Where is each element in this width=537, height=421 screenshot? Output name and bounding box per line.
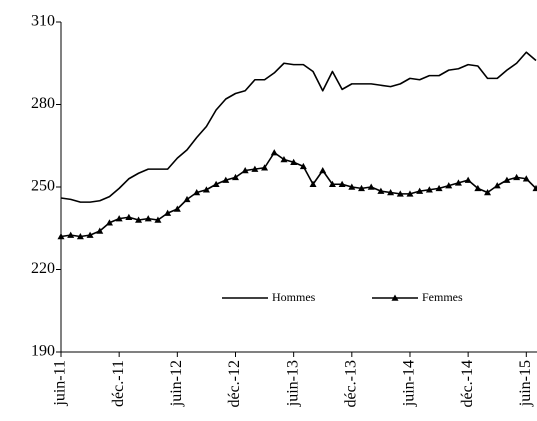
marker — [105, 219, 113, 226]
legend-label: Femmes — [422, 290, 463, 304]
marker — [261, 164, 269, 171]
y-tick-label: 250 — [31, 178, 55, 195]
marker — [222, 176, 230, 183]
x-tick-label: juin-11 — [52, 360, 69, 407]
x-tick-label: juin-12 — [168, 360, 185, 407]
x-tick-label: déc.-13 — [342, 360, 359, 408]
marker — [115, 215, 123, 222]
marker — [125, 213, 133, 221]
marker — [280, 156, 288, 163]
marker — [328, 180, 336, 188]
marker — [445, 182, 453, 189]
marker — [416, 187, 424, 194]
marker — [173, 205, 181, 212]
marker — [319, 167, 327, 174]
marker — [183, 195, 191, 203]
marker — [532, 184, 537, 192]
y-tick-label: 220 — [31, 260, 55, 277]
marker — [396, 190, 404, 197]
marker — [503, 176, 511, 183]
y-tick-label: 310 — [31, 13, 55, 30]
y-tick-label: 190 — [31, 343, 55, 360]
marker — [251, 165, 259, 172]
marker — [202, 186, 210, 193]
marker — [96, 227, 104, 234]
y-tick-label: 280 — [31, 95, 55, 112]
marker — [474, 184, 482, 192]
marker — [387, 189, 395, 196]
marker — [193, 189, 201, 196]
marker — [57, 233, 65, 240]
x-tick-label: déc.-11 — [110, 360, 127, 407]
marker — [270, 149, 278, 156]
marker — [164, 209, 172, 216]
marker — [135, 216, 143, 223]
marker — [367, 183, 375, 190]
marker — [406, 190, 414, 197]
marker — [86, 231, 94, 238]
x-tick-label: juin-15 — [517, 360, 534, 407]
marker — [358, 184, 366, 192]
legend-marker — [391, 294, 399, 301]
marker — [464, 176, 472, 183]
marker — [299, 162, 307, 170]
marker — [454, 179, 462, 186]
marker — [435, 184, 443, 192]
x-tick-label: juin-13 — [284, 360, 301, 407]
marker — [484, 189, 492, 196]
x-tick-label: déc.-14 — [459, 360, 476, 408]
marker — [309, 180, 317, 188]
marker — [522, 175, 530, 182]
marker — [144, 215, 152, 222]
marker — [154, 216, 162, 223]
marker — [513, 173, 521, 181]
marker — [212, 180, 220, 188]
legend-label: Hommes — [272, 290, 316, 304]
x-tick-label: juin-14 — [401, 360, 418, 407]
series-line — [60, 151, 537, 238]
marker — [290, 158, 298, 166]
series-line — [60, 51, 537, 203]
marker — [231, 173, 239, 181]
marker — [67, 231, 75, 238]
marker — [377, 187, 385, 194]
marker — [338, 180, 346, 188]
marker — [493, 182, 501, 189]
marker — [241, 167, 249, 174]
x-tick-label: déc.-12 — [226, 360, 243, 408]
marker — [425, 186, 433, 193]
marker — [348, 183, 356, 190]
marker — [76, 233, 84, 240]
